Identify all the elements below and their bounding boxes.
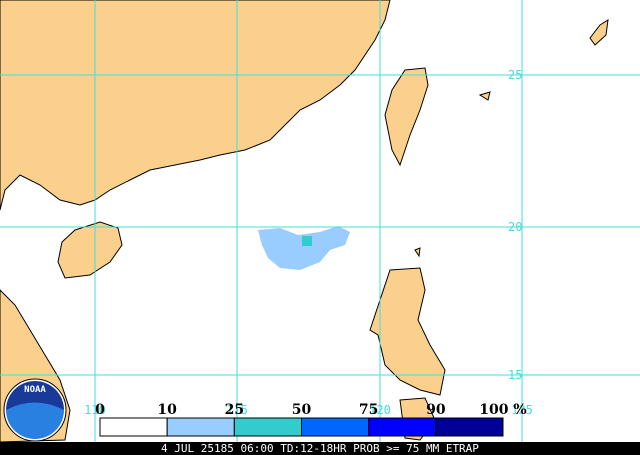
legend-label: 90 (426, 402, 446, 418)
legend-label: 50 (292, 402, 312, 418)
legend-label: 10 (157, 402, 177, 418)
noaa-logo: NOAA (3, 378, 67, 442)
logo-bottom (6, 402, 64, 439)
logo-text: NOAA (24, 385, 46, 395)
hainan (57, 221, 123, 279)
lon-label: 120 (369, 403, 391, 417)
legend-swatch (166, 417, 235, 437)
legend-swatch (368, 417, 437, 437)
graticule (0, 0, 640, 442)
probability-area (258, 226, 350, 270)
luzon (369, 267, 446, 396)
footer-caption: 4 JUL 25185 06:00 TD:12-18HR PROB >= 75 … (161, 442, 479, 455)
footer-bar (0, 442, 640, 455)
probability-core (302, 236, 312, 246)
taiwan (384, 67, 429, 167)
lat-label: 20 (508, 220, 522, 234)
islands (414, 19, 609, 258)
lat-label: 25 (508, 68, 522, 82)
legend-swatch (301, 417, 370, 437)
legend-label: 75 (359, 402, 378, 418)
legend-label: 100 % (479, 402, 526, 418)
china-mainland (0, 0, 391, 211)
lon-label: 110 (84, 403, 106, 417)
legend-swatch (435, 417, 504, 437)
logo-top (6, 381, 64, 410)
legend-swatch (99, 417, 168, 437)
legend-label: 0 (95, 402, 105, 418)
legend-label: 25 (225, 402, 244, 418)
legend-swatch (233, 417, 302, 437)
lat-label: 15 (508, 368, 522, 382)
legend: 0 10 25 50 75 90 100 % (95, 402, 527, 437)
lon-label: 115 (226, 403, 248, 417)
lon-label: 125 (511, 403, 533, 417)
